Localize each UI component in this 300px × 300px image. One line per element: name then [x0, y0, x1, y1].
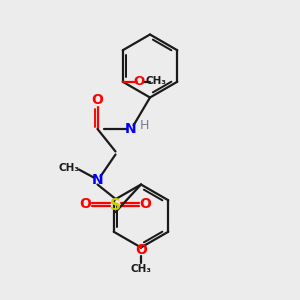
Text: O: O: [135, 244, 147, 257]
Text: S: S: [110, 198, 121, 213]
Text: O: O: [140, 197, 152, 211]
Text: O: O: [133, 75, 145, 88]
Text: N: N: [92, 173, 103, 187]
Text: O: O: [92, 93, 104, 107]
Text: CH₃: CH₃: [58, 163, 80, 173]
Text: O: O: [80, 197, 92, 211]
Text: N: N: [125, 122, 136, 136]
Text: H: H: [139, 119, 149, 132]
Text: CH₃: CH₃: [130, 263, 152, 274]
Text: CH₃: CH₃: [145, 76, 166, 86]
